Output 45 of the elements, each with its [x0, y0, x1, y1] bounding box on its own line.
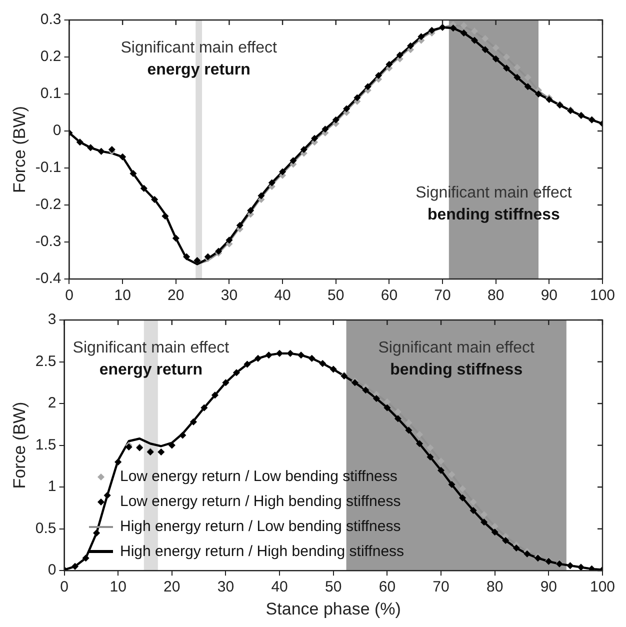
x-tick-label: 90: [540, 287, 558, 304]
x-tick-label: 30: [220, 287, 238, 304]
x-tick-label: 70: [434, 287, 451, 304]
band-label: Significant main effect energy return: [120, 39, 278, 78]
y-tick-label: 0.5: [35, 520, 56, 537]
legend-label: Low energy return / High bending stiffness: [120, 492, 401, 512]
band-label: Significant main effect energy return: [72, 339, 230, 378]
x-tick-label: 100: [590, 578, 615, 596]
x-tick-label: 60: [378, 578, 396, 596]
band-label: Significant main effect bending stiffness: [378, 339, 536, 378]
x-tick-label: 60: [380, 287, 398, 304]
x-tick-label: 70: [432, 578, 450, 596]
x-tick-label: 40: [271, 578, 288, 596]
y-tick-label: 2: [48, 394, 56, 412]
y-tick-label: 0: [52, 122, 62, 140]
y-tick-label: -0.2: [35, 196, 62, 214]
x-tick-label: 50: [325, 578, 342, 596]
y-tick-label: 3: [48, 311, 56, 328]
x-tick-label: 40: [274, 287, 291, 304]
x-tick-label: 10: [110, 578, 126, 596]
x-axis-title: Stance phase (%): [266, 599, 401, 618]
y-axis-title: Force (BW): [10, 402, 29, 489]
legend-label: High energy return / High bending stiffness: [120, 542, 404, 562]
y-tick-label: -0.3: [35, 233, 62, 250]
y-tick-label: 0: [48, 562, 56, 579]
y-tick-label: 0.3: [40, 11, 62, 28]
x-tick-label: 0: [65, 287, 74, 304]
x-tick-label: 20: [164, 578, 180, 596]
y-tick-label: 1.5: [35, 436, 56, 454]
y-tick-label: 0.1: [40, 85, 62, 102]
x-tick-label: 50: [328, 287, 344, 304]
x-tick-label: 90: [540, 578, 558, 596]
x-tick-label: 10: [114, 287, 131, 304]
y-tick-label: 2.5: [35, 352, 56, 370]
legend-label: High energy return / Low bending stiffness: [120, 517, 401, 537]
x-tick-label: 80: [487, 287, 504, 304]
x-tick-label: 30: [217, 578, 234, 596]
y-axis-title: Force (BW): [10, 106, 29, 193]
x-tick-label: 80: [486, 578, 504, 596]
x-tick-label: 20: [168, 287, 184, 304]
y-tick-label: 0.2: [40, 48, 62, 66]
y-tick-label: 1: [48, 478, 56, 496]
y-tick-label: -0.4: [35, 270, 62, 288]
x-tick-label: 100: [590, 287, 615, 304]
y-tick-label: -0.1: [35, 159, 62, 176]
